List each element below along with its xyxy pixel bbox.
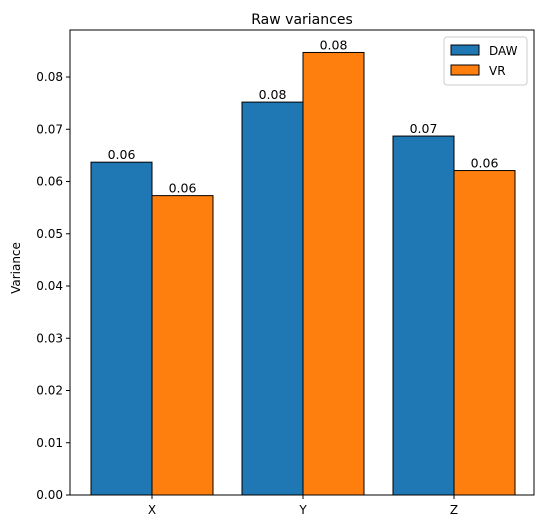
y-tick-label: 0.03 xyxy=(36,331,63,345)
bar-daw-z xyxy=(392,135,455,496)
plot-frame xyxy=(69,29,535,496)
value-label-daw-x: 0.06 xyxy=(108,147,136,162)
bar-daw-y xyxy=(241,101,304,496)
y-tick-label: 0.01 xyxy=(36,436,63,450)
chart-title: Raw variances xyxy=(251,12,352,28)
value-label-vr-y: 0.08 xyxy=(320,37,348,52)
value-label-vr-x: 0.06 xyxy=(169,181,197,196)
y-tick-label: 0.07 xyxy=(36,122,63,136)
legend-swatch-vr xyxy=(450,64,480,76)
x-tick-label: Y xyxy=(298,503,307,517)
legend-label-daw: DAW xyxy=(489,44,518,58)
value-labels-group: 0.06 0.06 0.08 0.08 0.07 0.06 xyxy=(108,37,499,195)
y-axis-ticks: 0.00 0.01 0.02 0.03 0.04 0.05 0.06 0.07 0.08 xyxy=(36,70,70,502)
value-label-daw-z: 0.07 xyxy=(410,121,438,136)
y-tick-label: 0.05 xyxy=(36,227,63,241)
bar-daw-x xyxy=(90,161,153,496)
x-tick-label: Z xyxy=(450,503,458,517)
y-tick-label: 0.04 xyxy=(36,279,63,293)
y-tick-label: 0.06 xyxy=(36,175,63,189)
legend-swatch-daw xyxy=(450,44,480,56)
bar-vr-x xyxy=(151,195,214,496)
y-tick-label: 0.08 xyxy=(36,70,63,84)
legend: DAW VR xyxy=(443,36,528,86)
legend-label-vr: VR xyxy=(489,64,506,78)
value-label-daw-y: 0.08 xyxy=(259,87,287,102)
value-label-vr-z: 0.06 xyxy=(471,156,499,171)
bar-vr-y xyxy=(302,51,365,496)
x-tick-label: X xyxy=(148,503,156,517)
bar-vr-z xyxy=(453,170,516,496)
y-tick-label: 0.02 xyxy=(36,384,63,398)
bars-group xyxy=(90,51,516,496)
y-tick-label: 0.00 xyxy=(36,488,63,502)
y-axis-label: Variance xyxy=(9,242,23,294)
x-axis-ticks: X Y Z xyxy=(148,495,458,517)
